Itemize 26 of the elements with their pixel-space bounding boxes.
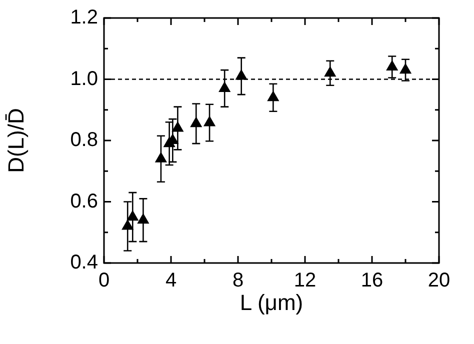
- point: [267, 91, 279, 102]
- point: [218, 82, 230, 92]
- x-tick-label: 12: [294, 270, 316, 292]
- y-tick-label: 1.0: [70, 68, 98, 90]
- x-tick-label: 0: [98, 270, 110, 292]
- y-tick-label: 0.6: [70, 190, 98, 212]
- x-tick-label: 8: [232, 270, 244, 292]
- x-tick-label: 4: [165, 270, 177, 292]
- point: [190, 117, 202, 128]
- point: [400, 64, 412, 74]
- y-tick-label: 0.4: [70, 252, 98, 274]
- point: [126, 210, 138, 221]
- y-axis-title: D(L)/D̄: [3, 108, 28, 173]
- point: [324, 66, 336, 77]
- x-tick-label: 20: [428, 270, 450, 292]
- x-axis-title: L (μm): [240, 290, 304, 315]
- point: [204, 116, 216, 126]
- y-tick-label: 1.2: [70, 6, 98, 29]
- point: [138, 214, 149, 224]
- point: [236, 70, 248, 80]
- point: [386, 60, 398, 70]
- y-tick-label: 0.8: [70, 129, 98, 152]
- point: [172, 122, 184, 132]
- point: [122, 220, 134, 230]
- point: [155, 152, 167, 162]
- x-tick-label: 16: [360, 270, 384, 292]
